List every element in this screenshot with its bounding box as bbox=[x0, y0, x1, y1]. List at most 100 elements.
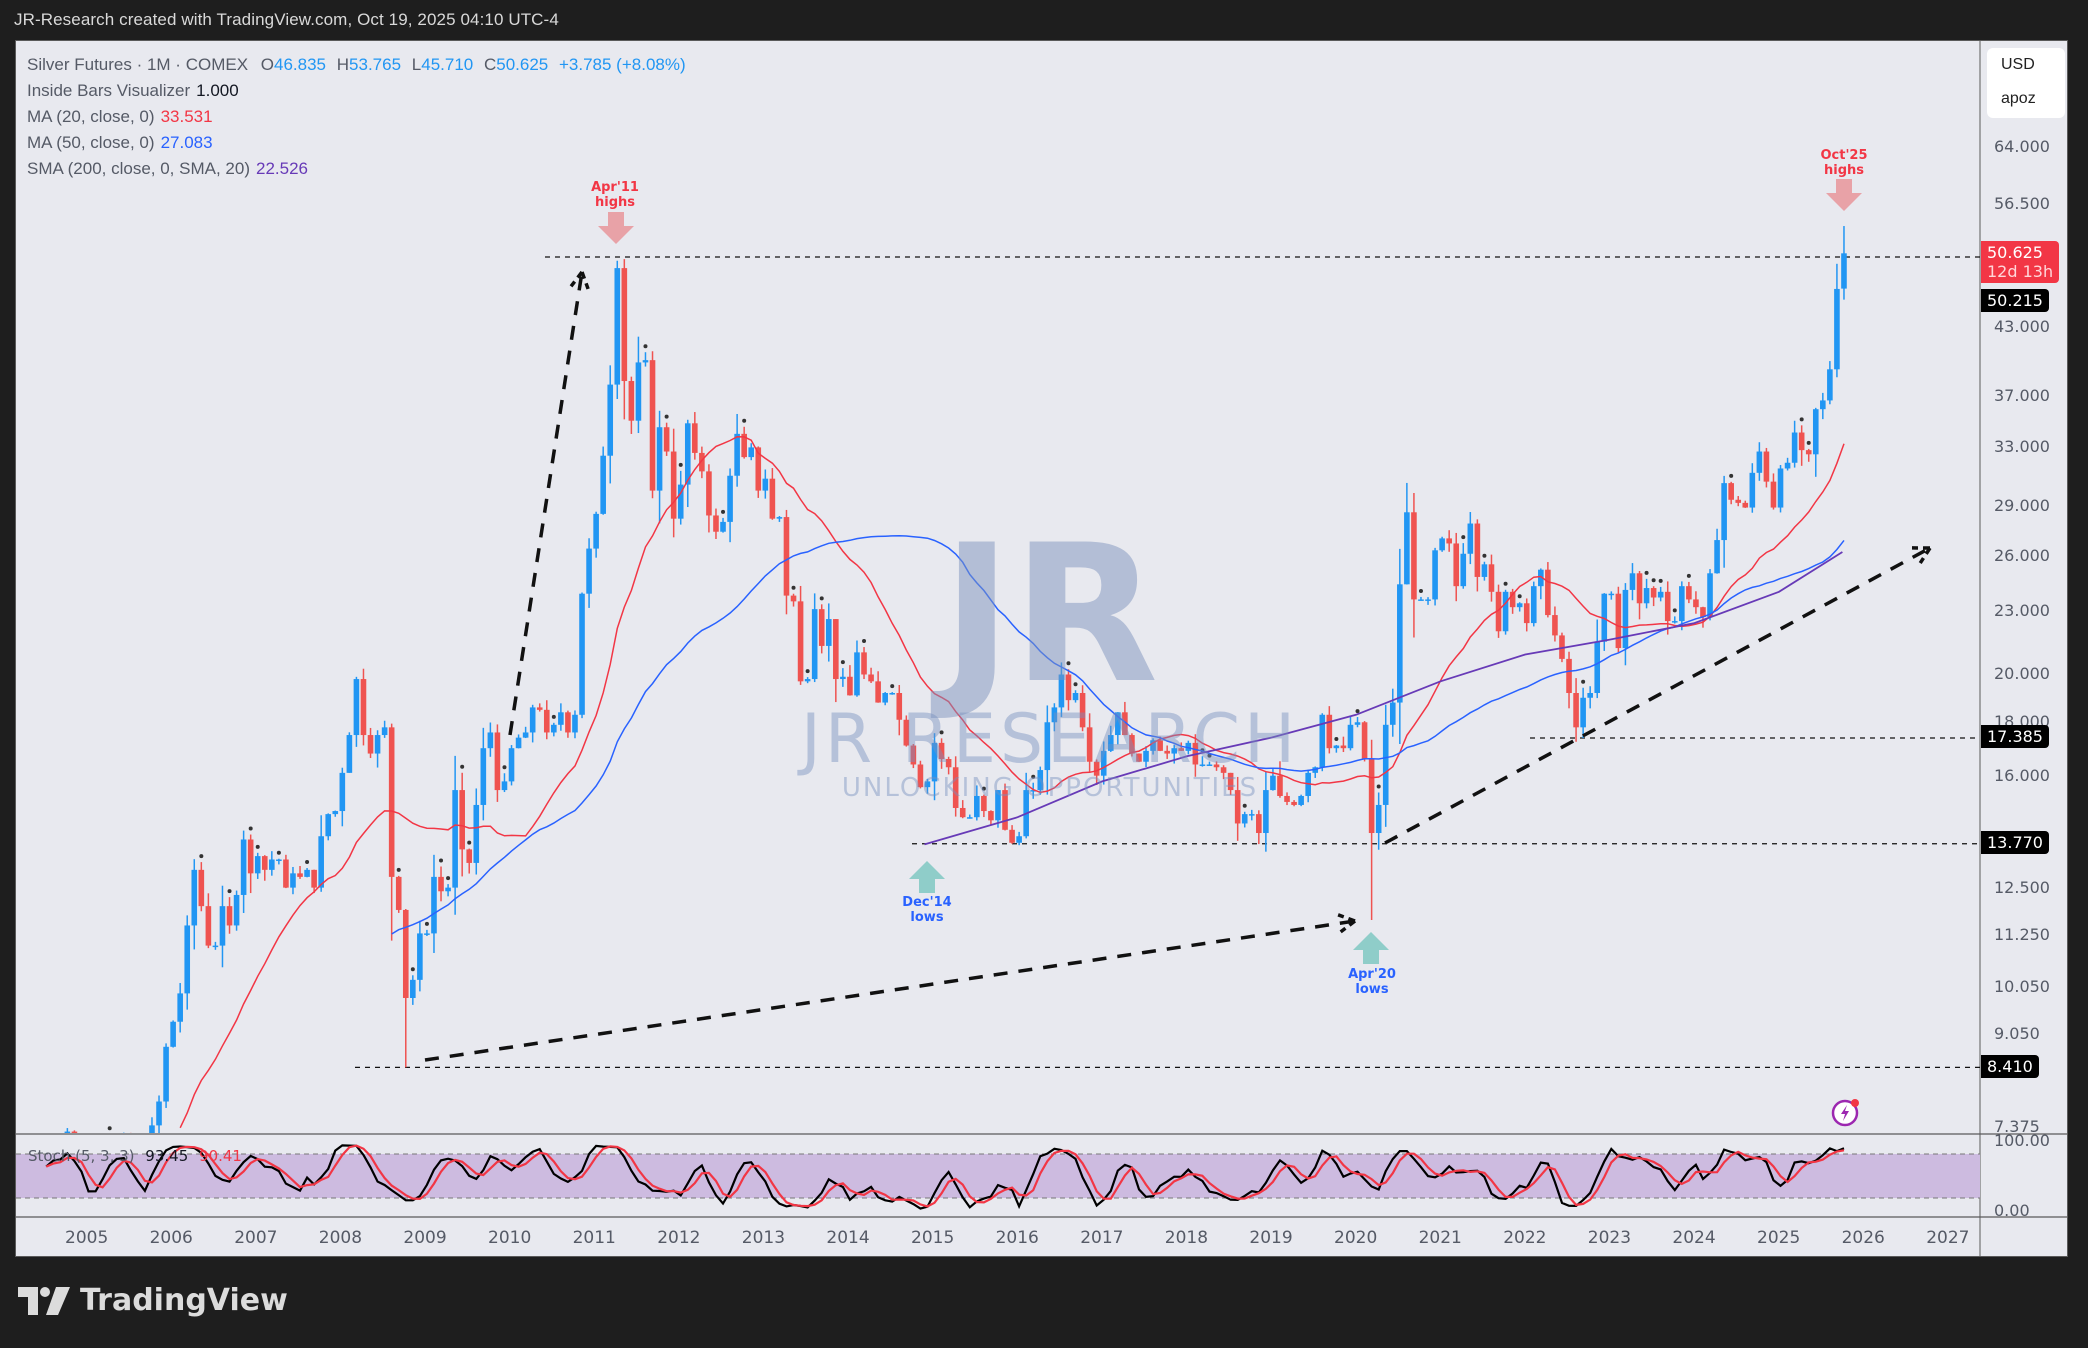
currency-unit-selector[interactable]: USD apoz bbox=[1987, 48, 2065, 118]
indicator-row-sma200[interactable]: SMA (200, close, 0, SMA, 20) 22.526 bbox=[27, 156, 686, 182]
current-price-tag: 50.625 12d 13h bbox=[1981, 241, 2060, 283]
inside-bar-marker bbox=[1806, 440, 1811, 445]
indicator-row-ma20[interactable]: MA (20, close, 0) 33.531 bbox=[27, 104, 686, 130]
candle bbox=[854, 640, 860, 697]
stoch-d-line bbox=[45, 1144, 1845, 1208]
chart-panel[interactable] bbox=[15, 40, 2068, 1257]
candle bbox=[903, 715, 910, 747]
candle bbox=[247, 834, 254, 894]
candle bbox=[452, 755, 458, 915]
inside-bar-marker bbox=[460, 764, 465, 769]
candle bbox=[543, 700, 550, 740]
candle bbox=[1749, 463, 1756, 513]
low-value: 45.710 bbox=[421, 55, 474, 74]
candle bbox=[1375, 792, 1382, 850]
symbol-ohlc-row[interactable]: Silver Futures · 1M · COMEX O46.835 H53.… bbox=[27, 52, 686, 78]
unit-label[interactable]: apoz bbox=[2001, 90, 2036, 107]
candle bbox=[1100, 741, 1107, 785]
candle bbox=[1664, 581, 1671, 635]
time-axis-label: 2018 bbox=[1164, 1228, 1209, 1248]
candle bbox=[353, 676, 360, 747]
price-axis-label: 7.375 bbox=[1994, 1116, 2040, 1136]
candle bbox=[917, 760, 924, 789]
candle bbox=[233, 890, 240, 931]
candle bbox=[1650, 586, 1657, 607]
candle bbox=[868, 667, 874, 684]
candle bbox=[1608, 591, 1615, 600]
close-label: C bbox=[483, 55, 497, 74]
candle bbox=[1270, 768, 1276, 791]
candle bbox=[1566, 651, 1572, 709]
candle bbox=[1812, 407, 1819, 477]
candle bbox=[374, 730, 381, 768]
candle bbox=[1368, 739, 1375, 920]
candle bbox=[367, 727, 374, 759]
inside-bar-marker bbox=[1461, 535, 1466, 540]
price-axis-label: 33.000 bbox=[1994, 437, 2050, 457]
candle bbox=[198, 862, 205, 912]
candle bbox=[1397, 548, 1403, 745]
time-axis-label: 2006 bbox=[149, 1228, 193, 1248]
inside-bar-marker bbox=[862, 639, 867, 644]
candle bbox=[1361, 721, 1368, 762]
time-axis-label: 2023 bbox=[1587, 1228, 1632, 1248]
annotation-line1: Oct'25 bbox=[1820, 148, 1868, 163]
candle bbox=[1538, 568, 1544, 600]
level-tag-50215: 50.215 bbox=[1981, 289, 2049, 312]
candle bbox=[593, 511, 599, 558]
candle bbox=[1234, 776, 1241, 841]
stoch-scale-100: 100.00 bbox=[1994, 1131, 2050, 1150]
time-axis-label: 2022 bbox=[1503, 1228, 1547, 1248]
inside-bar-marker bbox=[1686, 573, 1691, 578]
candle bbox=[1679, 581, 1685, 631]
candle bbox=[1347, 715, 1354, 751]
candle bbox=[1213, 761, 1220, 771]
candle bbox=[1545, 562, 1551, 618]
candle bbox=[1425, 597, 1431, 605]
indicator-row-inside-bars[interactable]: Inside Bars Visualizer 1.000 bbox=[27, 78, 686, 104]
lightning-alert-icon[interactable] bbox=[1831, 1097, 1861, 1127]
candle bbox=[1044, 705, 1051, 795]
candle bbox=[762, 469, 769, 499]
candle bbox=[261, 855, 268, 881]
candle bbox=[628, 376, 635, 434]
inside-bar-marker bbox=[1729, 473, 1734, 478]
candle bbox=[1509, 588, 1516, 614]
ma20-line bbox=[179, 436, 1845, 1129]
candle bbox=[226, 897, 233, 934]
candle bbox=[1072, 690, 1079, 703]
candle bbox=[614, 260, 621, 400]
symbol-label: Silver Futures · 1M · COMEX bbox=[27, 55, 249, 74]
candle bbox=[445, 884, 451, 897]
candle bbox=[1573, 678, 1579, 742]
candle bbox=[1256, 810, 1262, 845]
candle bbox=[1841, 226, 1847, 300]
candle bbox=[663, 422, 670, 456]
inside-bar-marker bbox=[276, 850, 281, 855]
candle bbox=[1587, 686, 1593, 709]
candle bbox=[254, 852, 261, 879]
stoch-k-line bbox=[45, 1144, 1845, 1210]
inside-bar-marker bbox=[1644, 570, 1649, 575]
inside-bar-marker bbox=[248, 826, 253, 831]
candle bbox=[1446, 530, 1452, 552]
candle bbox=[1735, 496, 1742, 507]
candle bbox=[713, 508, 719, 539]
candle bbox=[149, 1117, 155, 1133]
inside-bar-marker bbox=[1376, 784, 1381, 789]
indicator-row-ma50[interactable]: MA (50, close, 0) 27.083 bbox=[27, 130, 686, 156]
candle bbox=[205, 893, 212, 949]
stoch-legend[interactable]: Stoch (5, 3, 3) 93.45 90.41 bbox=[28, 1147, 242, 1165]
apr11-down-arrow-icon bbox=[598, 212, 634, 244]
currency-label[interactable]: USD bbox=[2001, 56, 2035, 73]
candle bbox=[1305, 769, 1311, 803]
candle bbox=[1777, 465, 1784, 513]
candle bbox=[1481, 561, 1488, 581]
candle bbox=[1016, 831, 1022, 846]
candle bbox=[1051, 703, 1058, 732]
tradingview-logo[interactable]: TradingView bbox=[18, 1283, 288, 1318]
price-axis-label: 43.000 bbox=[1994, 317, 2050, 337]
candle bbox=[290, 866, 296, 895]
candle bbox=[1820, 392, 1826, 420]
